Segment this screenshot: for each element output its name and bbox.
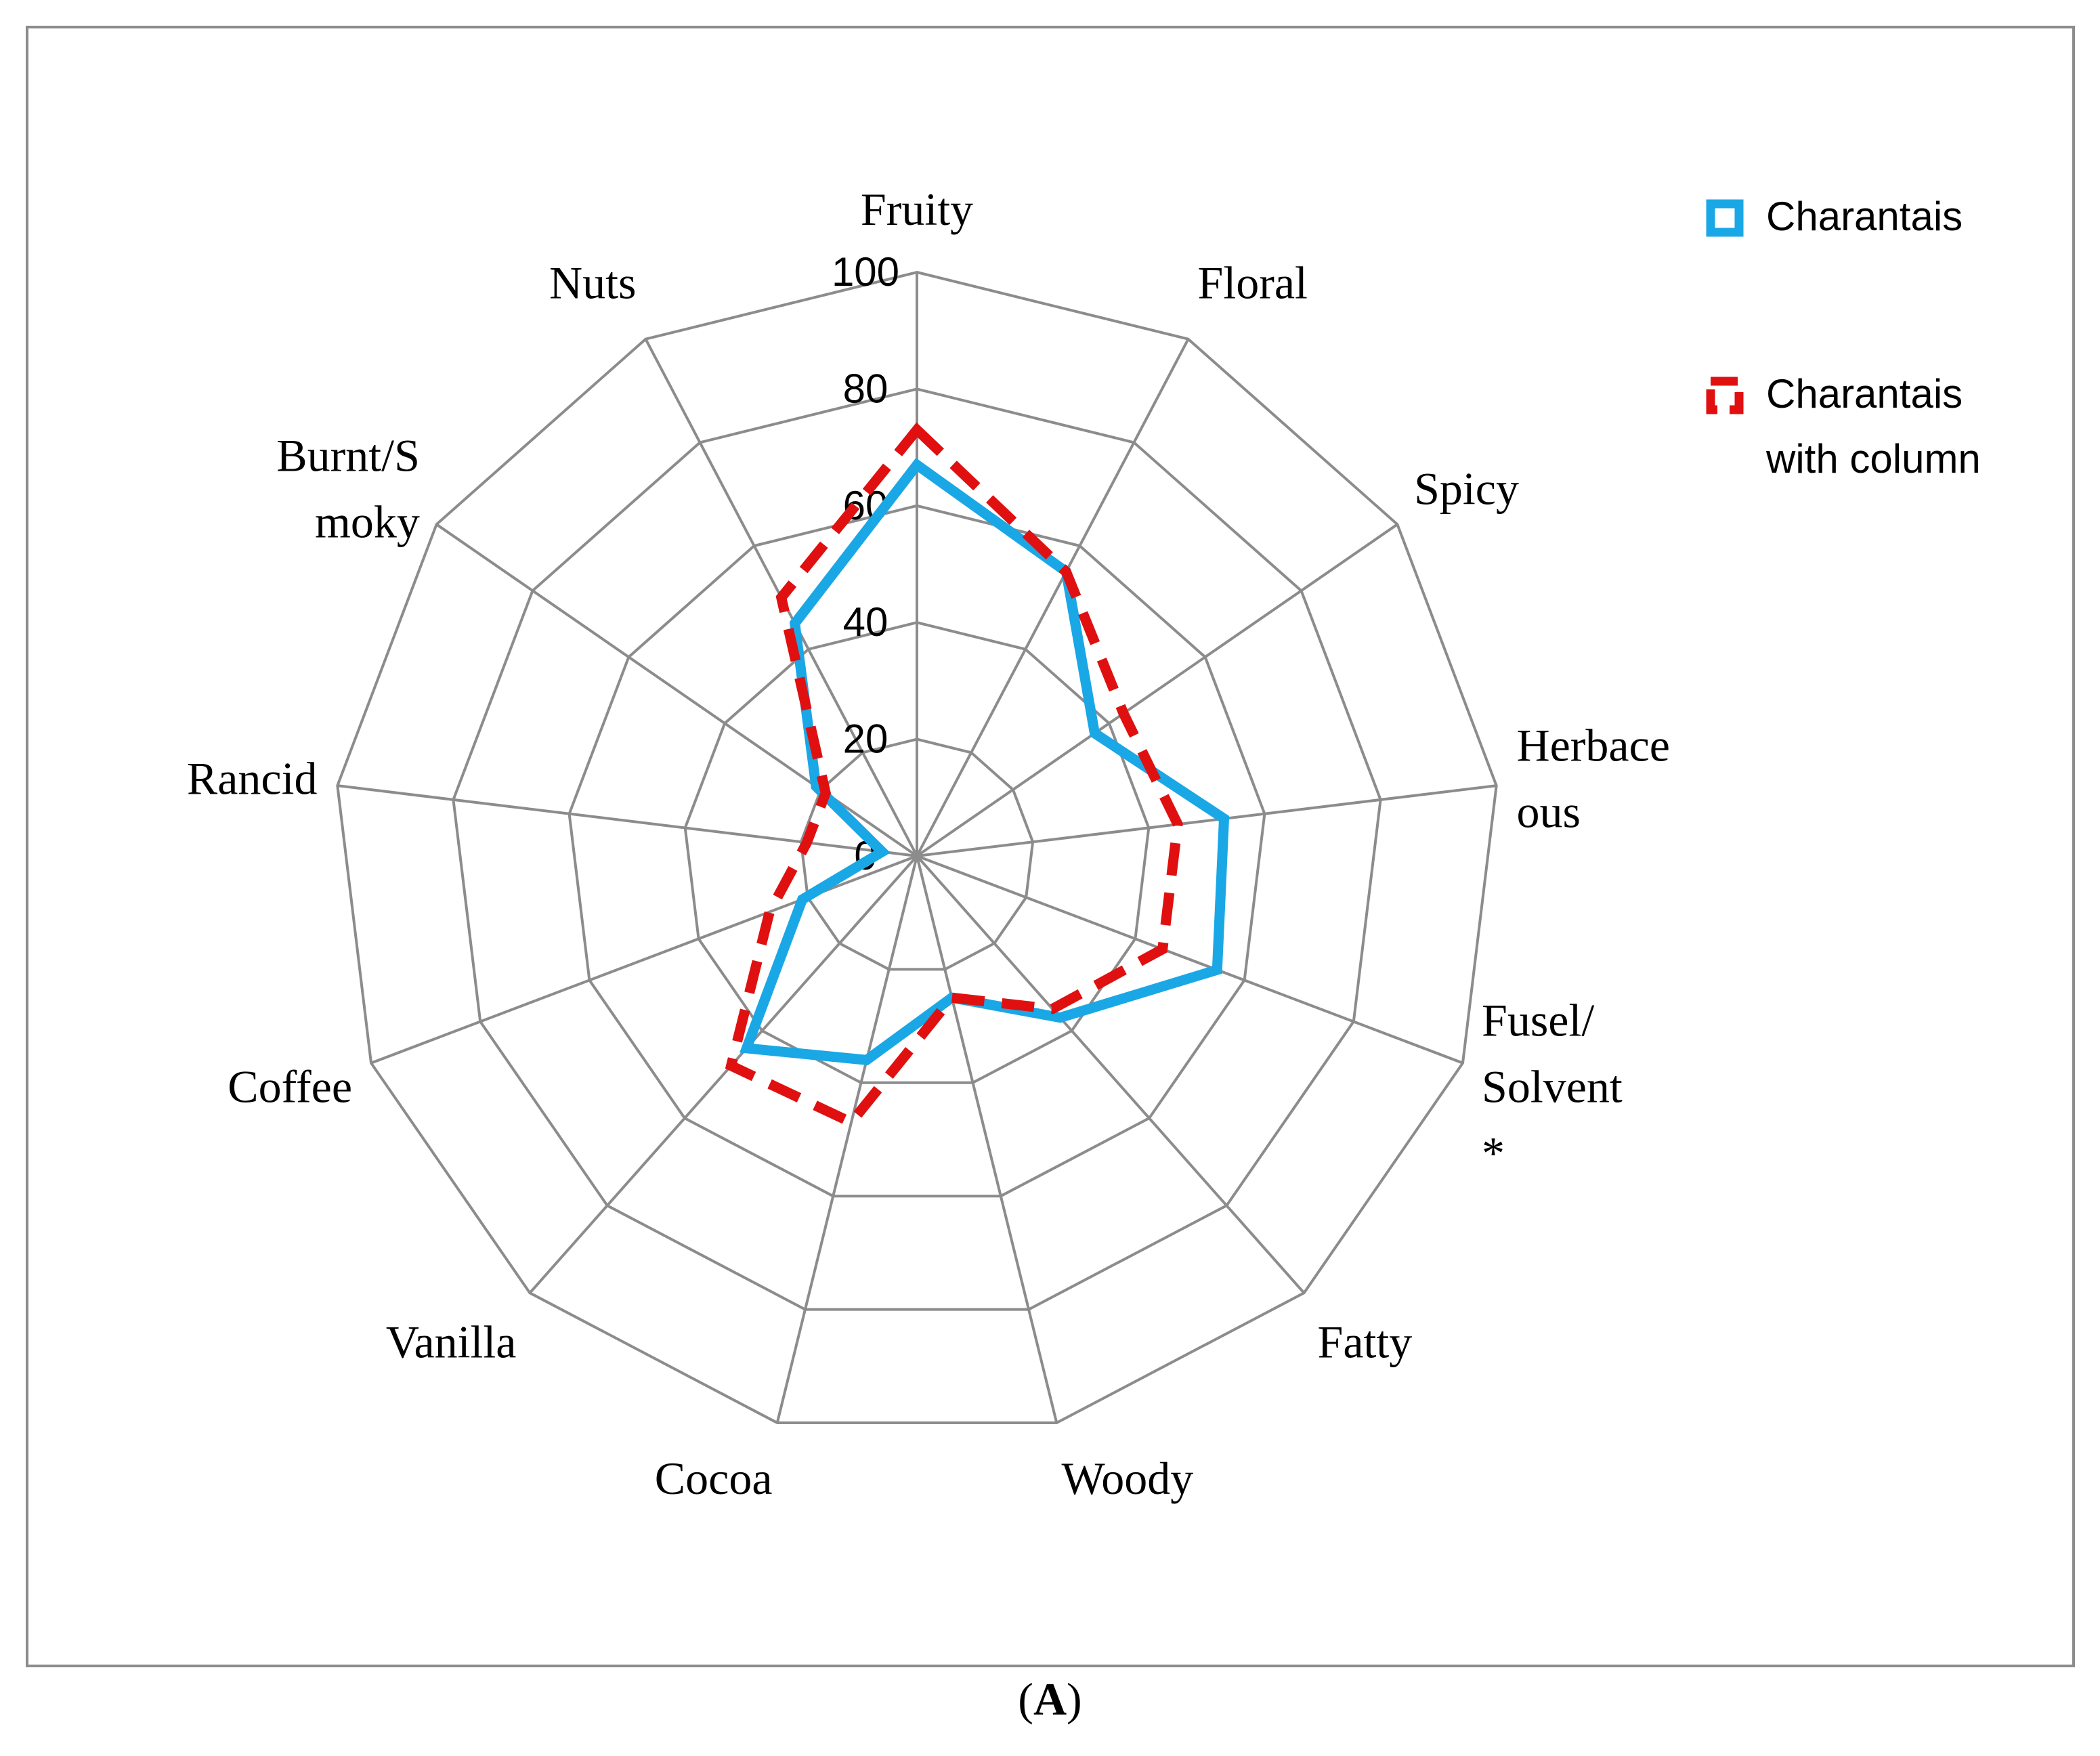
spoke-3	[916, 784, 1497, 857]
spoke-8	[528, 855, 918, 1294]
radar-grid	[336, 270, 1498, 1424]
category-label-10: Rancid	[187, 753, 318, 805]
category-label-5: Fatty	[1318, 1316, 1413, 1367]
grid-ring-20	[799, 737, 1035, 971]
category-label-0: Fruity	[861, 184, 973, 235]
spoke-10	[337, 784, 918, 857]
category-label-12: Nuts	[549, 257, 636, 309]
spoke-7	[775, 855, 918, 1423]
category-label-4: Fusel/Solvent *	[1482, 994, 1623, 1178]
figure-caption: (A)	[0, 1673, 2100, 1726]
chart-frame: 0 20 40 60 80 100 Fruity Floral Spicy Herbace ous…	[26, 26, 2075, 1667]
caption-open: (	[1018, 1673, 1033, 1725]
grid-ring-80	[452, 387, 1382, 1311]
tick-label-40: 40	[843, 599, 888, 645]
grid-ring-100	[336, 270, 1498, 1424]
category-label-2: Spicy	[1414, 463, 1519, 514]
grid-ring-40	[683, 621, 1151, 1084]
legend-swatch-1	[1706, 377, 1744, 414]
tick-label-100: 100	[832, 249, 899, 295]
caption-close: )	[1067, 1673, 1082, 1725]
category-label-7: Cocoa	[655, 1453, 773, 1504]
spoke-9	[370, 855, 918, 1065]
category-label-6: Woody	[1062, 1453, 1194, 1504]
spoke-4	[916, 855, 1463, 1065]
series-line-1	[725, 422, 1183, 1129]
category-label-8: Vanilla	[386, 1316, 517, 1367]
spoke-1	[916, 338, 1190, 857]
category-label-3: Herbace ous	[1517, 720, 1670, 838]
category-label-11: Burnt/S moky	[276, 429, 420, 547]
legend: Charantais Charantais with column	[1706, 194, 1981, 481]
legend-label-0: Charantais	[1766, 194, 1963, 239]
tick-label-80: 80	[843, 366, 888, 411]
tick-label-20: 20	[843, 716, 888, 762]
category-label-9: Coffee	[228, 1061, 352, 1112]
caption-letter: A	[1033, 1673, 1067, 1725]
spoke-5	[916, 855, 1306, 1294]
spoke-2	[916, 523, 1398, 857]
series-lines	[725, 422, 1230, 1129]
category-labels: Fruity Floral Spicy Herbace ous Fusel/Solvent…	[187, 184, 1670, 1504]
legend-label-1: Charantais with column	[1765, 371, 1981, 481]
category-label-1: Floral	[1198, 257, 1308, 309]
spoke-6	[916, 855, 1058, 1423]
legend-swatch-0	[1706, 199, 1744, 237]
grid-ring-60	[567, 504, 1266, 1198]
